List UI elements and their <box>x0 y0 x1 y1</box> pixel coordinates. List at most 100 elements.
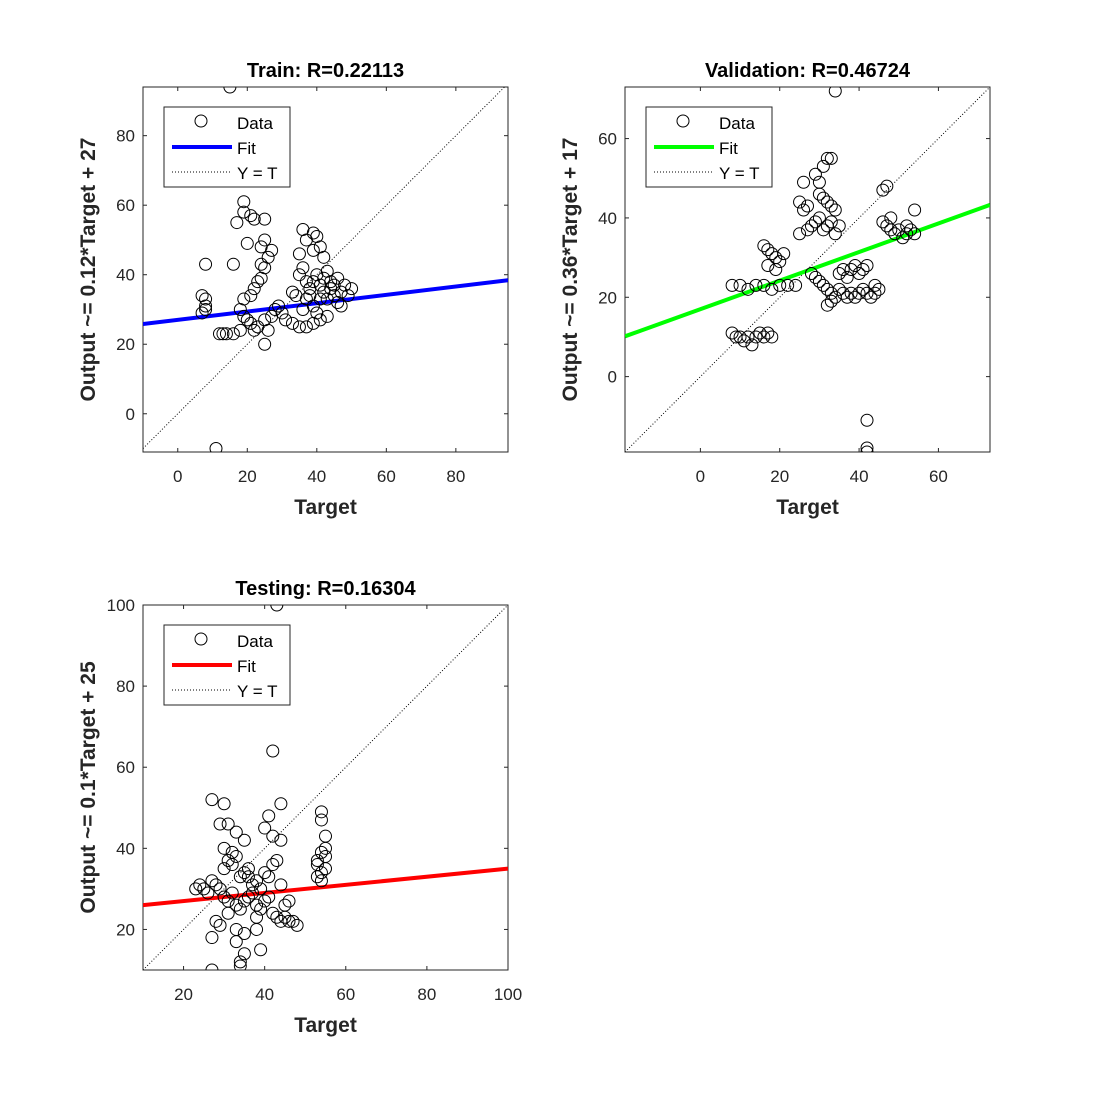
legend: Data Fit Y = T <box>163 624 291 706</box>
data-point <box>761 259 775 273</box>
x-tick-label: 40 <box>307 467 326 486</box>
data-point <box>313 292 327 306</box>
x-tick-label: 60 <box>377 467 396 486</box>
legend-label-fit: Fit <box>719 139 738 158</box>
data-point <box>860 259 874 273</box>
data-point <box>824 199 838 213</box>
data-point <box>270 854 284 867</box>
data-point <box>757 239 771 253</box>
data-point <box>219 327 233 341</box>
data-point <box>266 906 280 920</box>
data-point <box>314 866 328 880</box>
data-point <box>221 854 235 867</box>
data-point <box>319 849 332 863</box>
x-axis-label: Target <box>776 496 839 519</box>
data-point <box>836 263 850 276</box>
data-point <box>237 195 251 209</box>
x-axis-label: Target <box>294 1014 357 1037</box>
data-point <box>832 282 846 296</box>
data-point <box>793 195 807 209</box>
data-point <box>848 290 862 304</box>
data-point <box>801 223 814 237</box>
data-point <box>324 275 338 289</box>
x-tick-label: 80 <box>446 467 465 486</box>
data-point <box>274 833 288 847</box>
data-point <box>240 236 254 250</box>
data-point <box>292 247 306 261</box>
data-point <box>237 866 251 880</box>
data-point <box>258 233 272 247</box>
data-point <box>816 159 830 173</box>
data-point <box>258 866 272 880</box>
chart-title: Testing: R=0.16304 <box>235 578 416 600</box>
data-point <box>306 226 320 240</box>
legend-marker-data <box>194 632 208 646</box>
data-point <box>258 212 272 226</box>
data-point <box>237 833 251 847</box>
y-tick-label: 60 <box>116 196 135 215</box>
data-point <box>317 250 331 264</box>
data-point <box>908 227 922 241</box>
y-tick-label: 20 <box>116 335 135 354</box>
data-point <box>296 261 310 275</box>
data-point <box>765 282 779 296</box>
data-point <box>282 894 296 908</box>
legend-label-fit: Fit <box>237 139 256 158</box>
data-point <box>275 306 289 320</box>
data-point <box>201 886 215 900</box>
data-point <box>262 870 276 884</box>
data-point <box>237 947 251 961</box>
x-tick-label: 20 <box>174 985 193 1004</box>
data-point <box>808 215 822 229</box>
chart-title: Train: R=0.22113 <box>247 60 404 82</box>
data-point <box>345 282 359 296</box>
data-point <box>279 313 293 327</box>
data-point <box>225 886 239 900</box>
data-point <box>824 215 838 229</box>
data-point <box>258 337 272 351</box>
data-point <box>282 914 296 928</box>
data-point <box>216 327 230 341</box>
data-point <box>205 874 219 888</box>
data-point <box>246 886 259 900</box>
chart-title: Validation: R=0.46724 <box>705 60 911 82</box>
data-point <box>313 313 327 327</box>
data-point <box>820 298 834 312</box>
data-point <box>872 282 886 296</box>
data-point <box>341 289 355 303</box>
y-axis-label: Output ~= 0.36*Target + 17 <box>559 138 582 402</box>
x-tick-label: 0 <box>696 467 705 486</box>
data-point <box>254 882 268 896</box>
data-point <box>233 902 247 916</box>
data-point <box>246 878 259 892</box>
data-point <box>804 266 818 280</box>
data-point <box>195 306 209 320</box>
chart-panel-1: 0 20 40 60 80 0 20 40 60 80 Data Fit Y = T Train: R=0… <box>77 60 509 519</box>
data-point <box>223 87 237 94</box>
data-point <box>221 906 235 920</box>
data-point <box>250 910 264 924</box>
data-point <box>226 257 240 271</box>
data-point <box>314 813 328 827</box>
data-point <box>852 286 866 300</box>
data-point <box>808 270 822 284</box>
data-point <box>250 874 264 888</box>
data-point <box>828 227 842 241</box>
chart-panel-3: 20 40 60 80 100 20 40 60 80 100 Data Fit Y = T Testin… <box>77 578 522 1037</box>
data-point <box>832 266 846 280</box>
data-point <box>733 330 747 344</box>
data-point <box>266 829 280 843</box>
data-point <box>237 205 251 219</box>
data-point <box>836 286 850 300</box>
data-point <box>327 289 341 303</box>
data-point <box>193 878 207 892</box>
data-point <box>896 231 910 245</box>
data-point <box>262 890 276 904</box>
data-point <box>765 330 779 344</box>
y-tick-label: 100 <box>107 596 135 615</box>
identity-line <box>143 87 505 449</box>
data-point <box>244 209 258 223</box>
data-point <box>225 845 239 859</box>
y-tick-label: 40 <box>116 839 135 858</box>
data-point <box>749 278 763 292</box>
